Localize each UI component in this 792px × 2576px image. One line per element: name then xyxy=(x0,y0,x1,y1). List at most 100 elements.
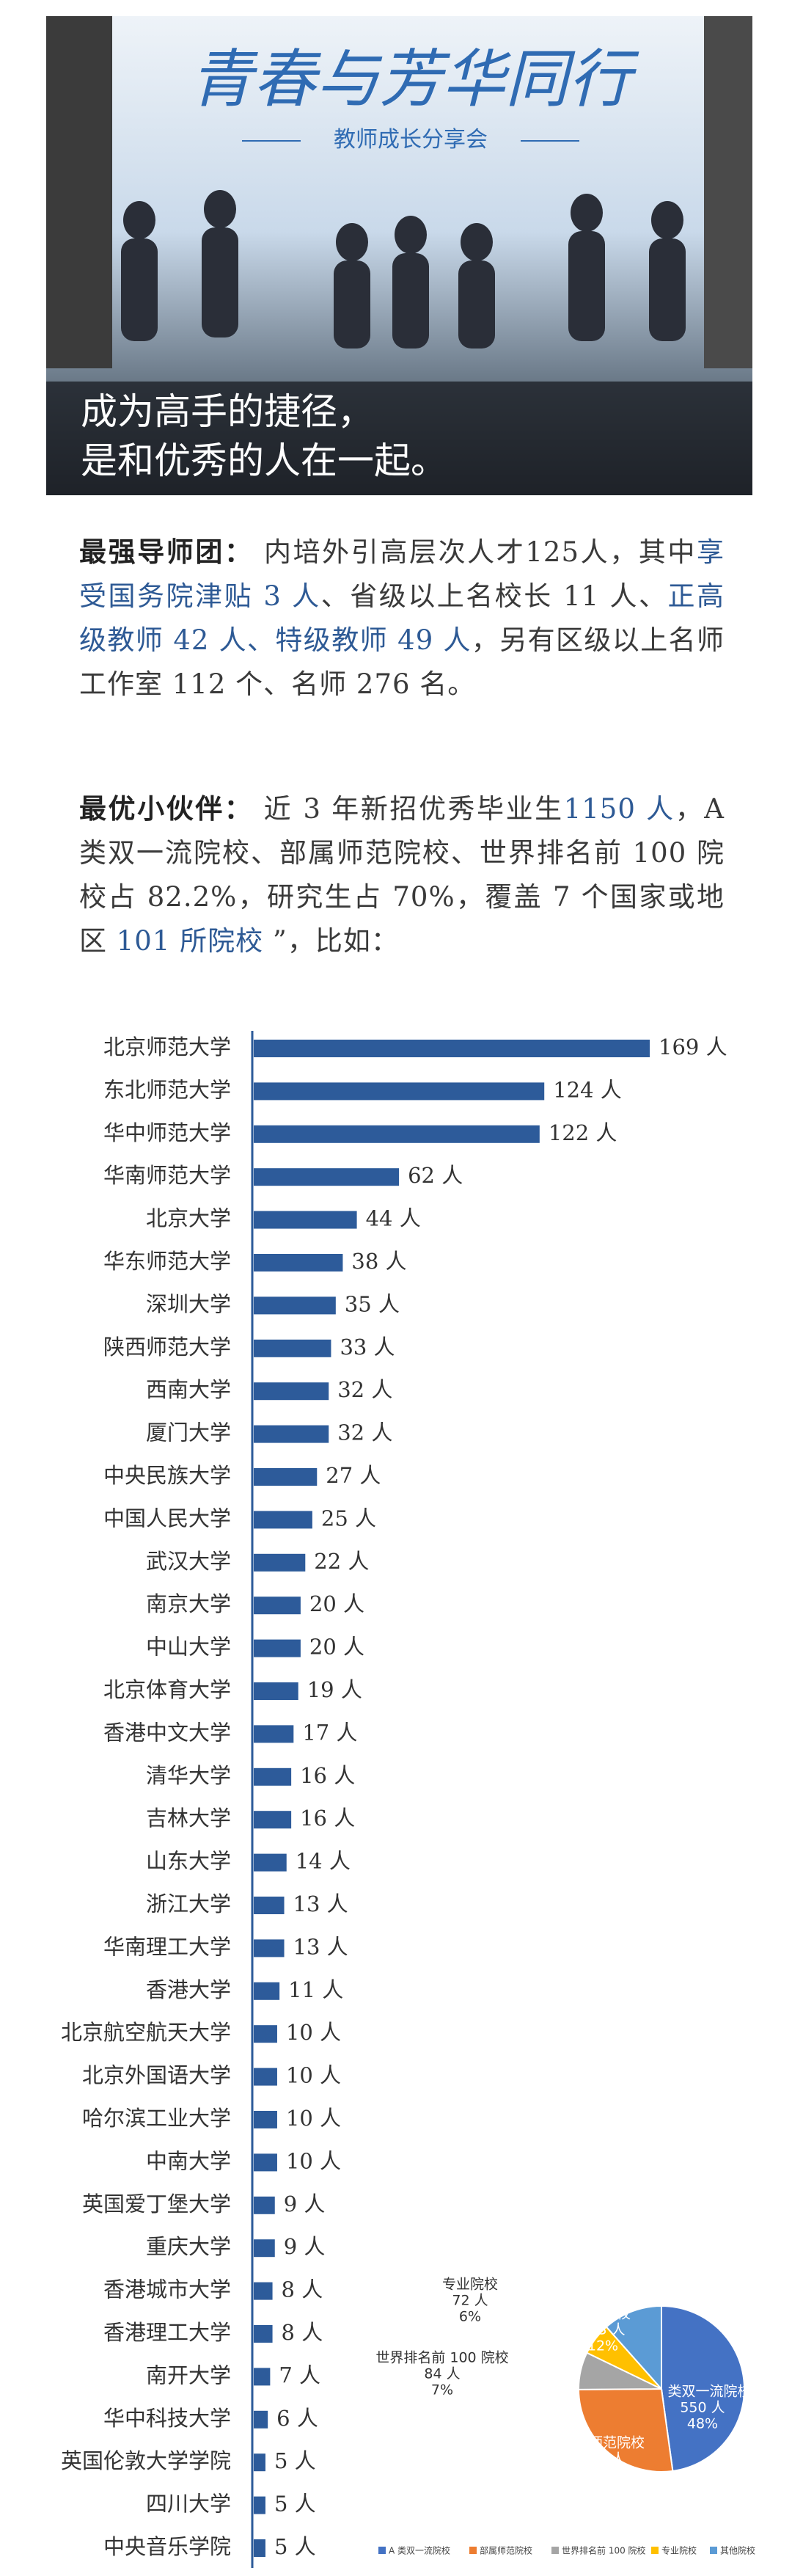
slice-value: 311 人 xyxy=(580,2451,625,2467)
text-segment: ”，比如： xyxy=(263,925,399,957)
bar xyxy=(254,2111,277,2128)
bar xyxy=(254,1382,329,1401)
bar xyxy=(254,2153,277,2172)
category-label: 中央民族大学 xyxy=(103,1463,231,1488)
value-label: 22 人 xyxy=(314,1549,369,1574)
value-label: 5 人 xyxy=(274,2534,316,2559)
bar xyxy=(254,1254,343,1271)
value-label: 16 人 xyxy=(300,1763,355,1788)
value-label: 33 人 xyxy=(340,1335,395,1360)
category-label: 北京体育大学 xyxy=(103,1677,231,1702)
legend-swatch xyxy=(710,2547,717,2554)
bar xyxy=(254,1296,336,1315)
category-label: 南开大学 xyxy=(146,2362,231,2387)
category-label: 深圳大学 xyxy=(146,1291,231,1316)
value-label: 44 人 xyxy=(366,1206,421,1231)
category-label: 华中师范大学 xyxy=(103,1120,231,1145)
category-label: 英国爱丁堡大学 xyxy=(82,2192,231,2216)
category-label: 中南大学 xyxy=(146,2148,231,2173)
category-label: 华中科技大学 xyxy=(103,2406,231,2431)
text-segment: ，另有区级以上名师工作室 112 个、名师 276 名。 xyxy=(79,624,725,700)
value-label: 9 人 xyxy=(284,2234,326,2259)
value-label: 169 人 xyxy=(659,1035,727,1059)
bar xyxy=(254,1211,357,1229)
bar xyxy=(254,1511,312,1529)
bar xyxy=(254,1897,285,1914)
slice-value: 550 人 xyxy=(680,2400,725,2416)
bar xyxy=(254,2068,277,2086)
slice-label: 部属师范院校 xyxy=(561,2435,645,2451)
legend-swatch xyxy=(469,2547,477,2554)
value-label: 20 人 xyxy=(309,1591,364,1616)
pie-slice xyxy=(577,2387,674,2473)
value-label: 10 人 xyxy=(286,2148,341,2173)
legend-swatch xyxy=(651,2547,659,2554)
banner-photo: 青春与芳华同行 教师成长分享会 成为高手的捷径， 是和优秀的人在一起。 xyxy=(46,16,752,495)
category-label: 南京大学 xyxy=(146,1591,231,1616)
bar xyxy=(254,1468,318,1486)
value-label: 9 人 xyxy=(284,2192,326,2216)
slice-percent: 12% xyxy=(587,2338,618,2354)
banner-caption: 成为高手的捷径， xyxy=(81,390,374,433)
value-label: 13 人 xyxy=(293,1934,348,1959)
value-label: 11 人 xyxy=(288,1977,343,2002)
category-label: 香港大学 xyxy=(146,1977,231,2002)
people-silhouettes xyxy=(121,190,686,349)
slice-label: 其他院校 xyxy=(575,2306,631,2322)
bar xyxy=(254,1553,306,1572)
slice-value: 72 人 xyxy=(452,2293,488,2309)
category-label: 厦门大学 xyxy=(146,1420,231,1445)
value-label: 10 人 xyxy=(286,2020,341,2045)
category-label: 四川大学 xyxy=(146,2492,231,2517)
bar xyxy=(254,1425,329,1443)
slice-label: 专业院校 xyxy=(442,2277,498,2293)
value-label: 25 人 xyxy=(321,1506,376,1530)
bar xyxy=(254,1597,301,1615)
value-label: 8 人 xyxy=(282,2277,323,2302)
category-label: 香港城市大学 xyxy=(103,2277,231,2302)
category-label: 清华大学 xyxy=(146,1763,231,1788)
bar xyxy=(254,2196,275,2214)
text-segment: 近 3 年新招优秀毕业生 xyxy=(253,793,564,825)
value-label: 16 人 xyxy=(300,1806,355,1831)
slice-percent: 27% xyxy=(587,2467,618,2484)
pie-slice xyxy=(605,2305,662,2391)
bar xyxy=(254,1853,287,1872)
value-label: 14 人 xyxy=(296,1849,351,1874)
category-label: 西南大学 xyxy=(146,1377,231,1402)
value-label: 32 人 xyxy=(337,1420,392,1445)
bar xyxy=(254,2368,271,2386)
bar xyxy=(254,1639,301,1657)
text-segment: 101 所院校 xyxy=(116,925,264,957)
value-label: 6 人 xyxy=(276,2406,318,2431)
category-label: 哈尔滨工业大学 xyxy=(82,2106,231,2131)
slice-label: 世界排名前 100 院校 xyxy=(375,2350,508,2366)
bar xyxy=(254,2325,273,2343)
value-label: 17 人 xyxy=(302,1720,357,1745)
value-label: 19 人 xyxy=(307,1677,362,1702)
value-label: 8 人 xyxy=(282,2320,323,2345)
bar xyxy=(254,1939,285,1957)
category-label: 香港理工大学 xyxy=(103,2320,231,2345)
caption-band xyxy=(46,382,752,495)
value-label: 32 人 xyxy=(337,1377,392,1402)
photo-stage-left xyxy=(46,16,112,368)
legend-label: 部属师范院校 xyxy=(480,2545,532,2556)
category-label: 北京航空航天大学 xyxy=(61,2020,231,2045)
value-label: 5 人 xyxy=(274,2492,316,2517)
bar xyxy=(254,2282,273,2300)
legend-label: 专业院校 xyxy=(661,2545,697,2556)
paragraph: 最强导师团： 内培外引高层次人才125人，其中享受国务院津贴 3 人、省级以上名… xyxy=(79,530,725,707)
category-label: 华东师范大学 xyxy=(103,1249,231,1274)
banner-caption: 是和优秀的人在一起。 xyxy=(81,439,447,482)
bar xyxy=(254,1725,294,1743)
value-label: 20 人 xyxy=(309,1635,364,1660)
text-segment: 最强导师团： xyxy=(79,536,254,568)
value-label: 27 人 xyxy=(326,1463,381,1488)
value-label: 7 人 xyxy=(279,2362,320,2387)
value-label: 62 人 xyxy=(408,1163,463,1188)
text-segment: 、省级以上名校长 11 人、 xyxy=(320,580,668,612)
value-label: 35 人 xyxy=(345,1291,400,1316)
